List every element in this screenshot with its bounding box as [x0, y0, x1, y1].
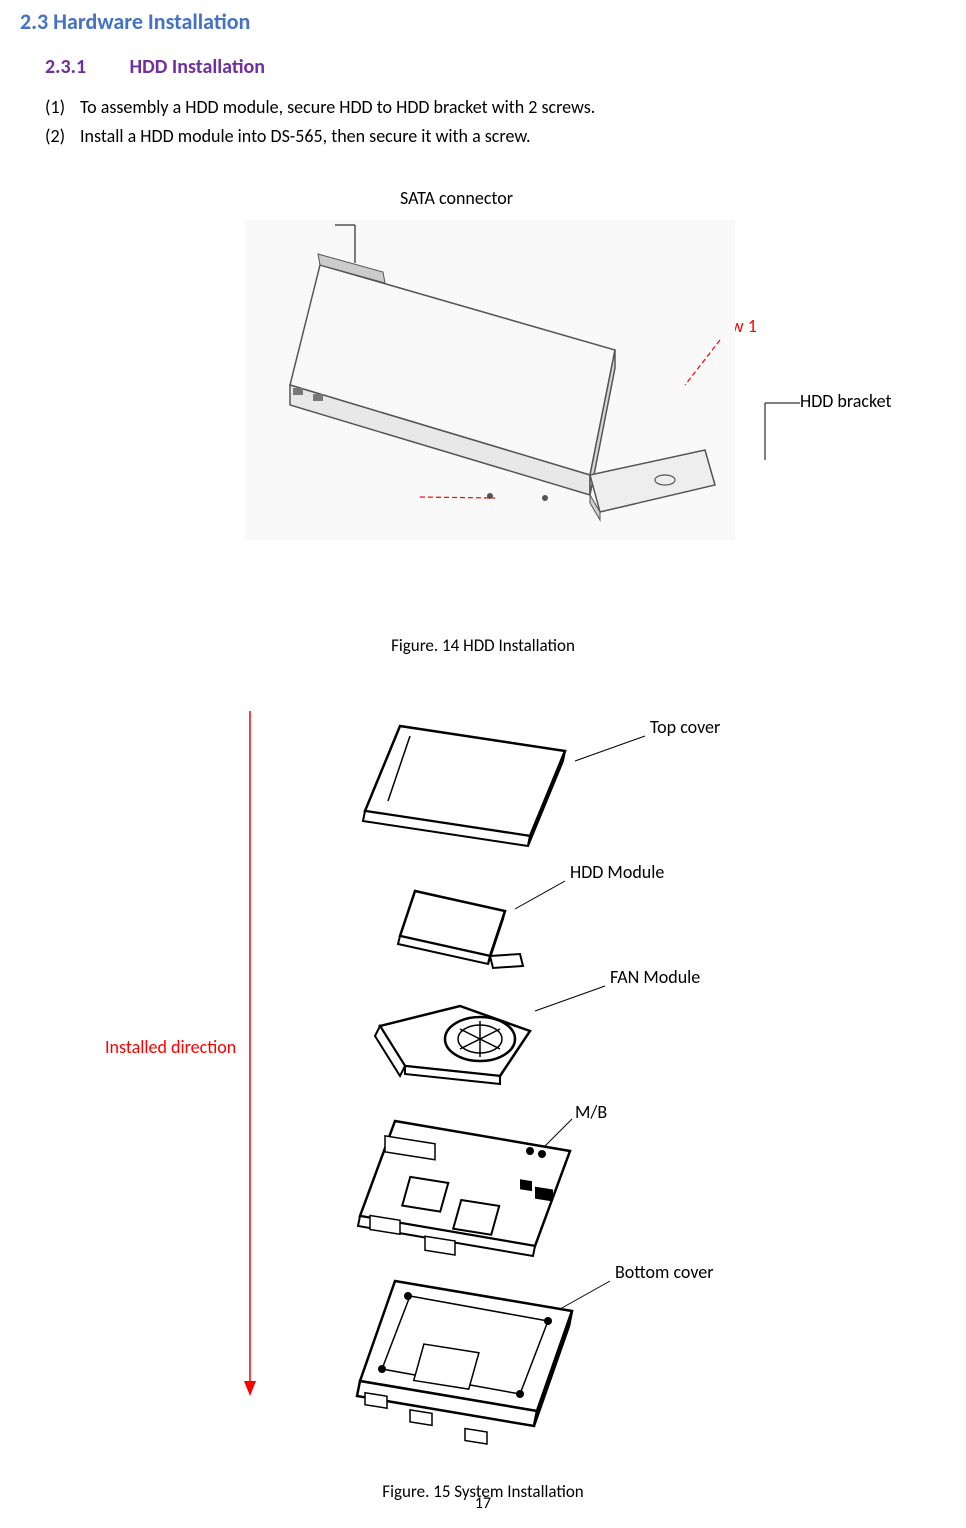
hdd-photo-area [245, 220, 735, 540]
sata-connector-label: SATA connector [400, 187, 513, 209]
step-num: (1) [45, 94, 80, 121]
section-number: 2.3 [20, 8, 48, 35]
figure-15: Installed direction Top cover HDD Module… [20, 691, 946, 1461]
figure15-drawing [20, 691, 966, 1461]
section-title: Hardware Installation [53, 8, 250, 35]
hdd-drawing [245, 220, 735, 540]
step-list: (1) To assembly a HDD module, secure HDD… [45, 94, 946, 150]
figure-14: SATA connector Screw 1 Screw 2 HDD brack… [20, 175, 946, 615]
page-number: 17 [475, 1494, 491, 1513]
subsection-title: HDD Installation [130, 55, 266, 79]
subsection-number: 2.3.1 [45, 55, 125, 79]
step-text: To assembly a HDD module, secure HDD to … [80, 94, 595, 121]
subsection-heading: 2.3.1 HDD Installation [45, 55, 946, 79]
step-item: (2) Install a HDD module into DS-565, th… [45, 123, 946, 150]
section-heading: 2.3 Hardware Installation [20, 8, 946, 35]
step-item: (1) To assembly a HDD module, secure HDD… [45, 94, 946, 121]
figure14-caption: Figure. 14 HDD Installation [20, 635, 946, 656]
step-text: Install a HDD module into DS-565, then s… [80, 123, 531, 150]
hdd-bracket-label: HDD bracket [800, 390, 892, 412]
step-num: (2) [45, 123, 80, 150]
